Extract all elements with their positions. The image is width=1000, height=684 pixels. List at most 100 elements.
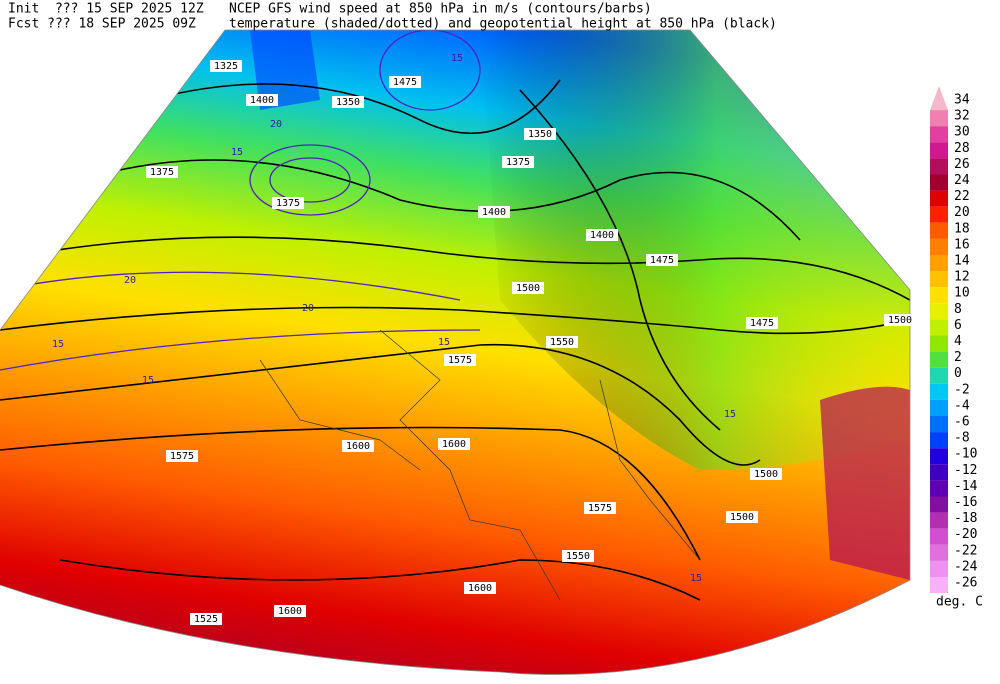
height-label: 1575 (170, 451, 194, 462)
colorbar-swatch (930, 303, 948, 320)
wind-label: 15 (724, 409, 736, 420)
colorbar-swatch (930, 383, 948, 400)
height-label-box (524, 128, 556, 140)
wind-label: 15 (231, 147, 243, 158)
map-border (0, 29, 911, 675)
colorbar-label: 32 (954, 109, 970, 124)
colorbar-swatch (930, 142, 948, 159)
colorbar-label: -20 (954, 527, 977, 542)
height-label-box (750, 468, 782, 480)
height-label-box (512, 282, 544, 294)
height-label-box (274, 605, 306, 617)
colorbar-label: 10 (954, 286, 970, 301)
fcst-label: Fcst ??? 18 SEP 2025 09Z (8, 17, 196, 32)
colorbar-swatch (930, 255, 948, 272)
colorbar-label: -4 (954, 398, 970, 413)
height-label: 1400 (250, 95, 274, 106)
height-label-box (586, 229, 618, 241)
height-label: 1375 (150, 167, 174, 178)
height-label-box (246, 94, 278, 106)
init-label: Init ??? 15 SEP 2025 12Z (8, 2, 204, 17)
height-label: 1500 (754, 469, 778, 480)
height-label-box (646, 254, 678, 266)
colorbar-label: 8 (954, 302, 962, 317)
wind-label: 15 (690, 573, 702, 584)
colorbar-label: 30 (954, 125, 970, 140)
colorbar-label: 28 (954, 141, 970, 156)
height-label-box (389, 76, 421, 88)
colorbar-label: 22 (954, 189, 970, 204)
height-label-box (190, 613, 222, 625)
colorbar-swatch (930, 206, 948, 223)
height-label: 1500 (730, 512, 754, 523)
height-label-box (502, 156, 534, 168)
colorbar-swatch (930, 86, 948, 111)
height-label-box (884, 314, 916, 326)
colorbar-swatch (930, 158, 948, 175)
height-label: 1600 (442, 439, 466, 450)
colorbar-swatch (930, 351, 948, 368)
colorbar-swatch (930, 174, 948, 191)
height-label-box (562, 550, 594, 562)
colorbar-swatch (930, 190, 948, 207)
colorbar-label: -12 (954, 463, 977, 478)
colorbar-swatch (930, 416, 948, 433)
title-line-1: NCEP GFS wind speed at 850 hPa in m/s (c… (229, 2, 652, 17)
height-label: 1350 (528, 129, 552, 140)
colorbar-swatch (930, 448, 948, 465)
height-label-box (332, 96, 364, 108)
height-label-box (546, 336, 578, 348)
colorbar-swatch (930, 238, 948, 255)
colorbar-label: -8 (954, 431, 970, 446)
colorbar-label: -2 (954, 382, 970, 397)
colorbar-swatch (930, 271, 948, 288)
height-label: 1375 (506, 157, 530, 168)
colorbar-label: -24 (954, 559, 978, 574)
height-label-box (146, 166, 178, 178)
height-label-box (438, 438, 470, 450)
colorbar-label: 2 (954, 350, 962, 365)
wind-label: 15 (52, 339, 64, 350)
map-area (0, 30, 910, 675)
colorbar-label: 18 (954, 221, 970, 236)
colorbar-label: -6 (954, 415, 970, 430)
colorbar-label: -18 (954, 511, 977, 526)
height-label-box (166, 450, 198, 462)
colorbar-swatch (930, 512, 948, 529)
height-label: 1375 (276, 198, 300, 209)
height-label: 1575 (588, 503, 612, 514)
height-label: 1525 (194, 614, 218, 625)
colorbar-swatch (930, 319, 948, 336)
colorbar-label: -22 (954, 543, 977, 558)
height-label: 1475 (750, 318, 774, 329)
colorbar-swatch (930, 528, 948, 545)
colorbar-swatch (930, 367, 948, 384)
height-label: 1500 (888, 315, 912, 326)
height-label: 1475 (393, 77, 417, 88)
height-label: 1600 (468, 583, 492, 594)
colorbar-swatch (930, 432, 948, 449)
wind-label: 15 (142, 375, 154, 386)
height-label: 1400 (482, 207, 506, 218)
colorbar-label: 16 (954, 237, 970, 252)
height-label: 1325 (214, 61, 238, 72)
height-label-box (464, 582, 496, 594)
height-label: 1350 (336, 97, 360, 108)
height-label-box (342, 440, 374, 452)
wind-label: 20 (302, 303, 314, 314)
colorbar-swatch (930, 577, 948, 594)
height-label-box (746, 317, 778, 329)
colorbar-swatch (930, 560, 948, 577)
colorbar-swatch (930, 496, 948, 513)
height-label: 1500 (516, 283, 540, 294)
colorbar-swatch (930, 480, 948, 497)
height-label-box (272, 197, 304, 209)
height-label: 1600 (346, 441, 370, 452)
colorbar-unit: deg. C (936, 595, 983, 610)
colorbar-label: -14 (954, 479, 978, 494)
colorbar-swatch (930, 222, 948, 239)
height-label: 1550 (550, 337, 574, 348)
height-label: 1475 (650, 255, 674, 266)
colorbar-swatch (930, 399, 948, 416)
